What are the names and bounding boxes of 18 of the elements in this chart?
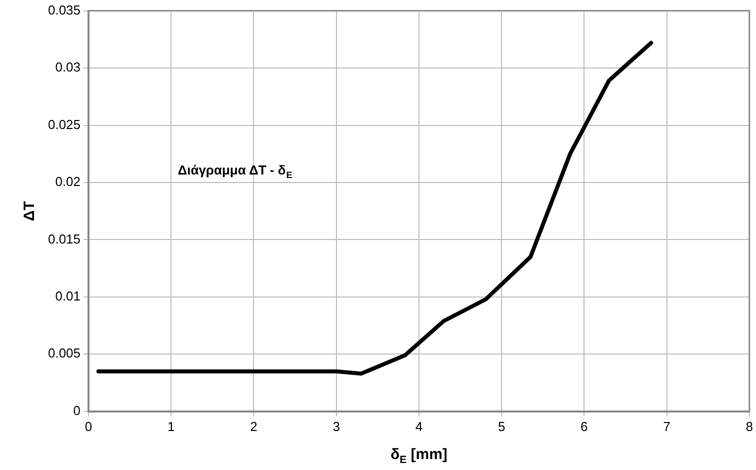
y-tick-label: 0.03 [55, 60, 81, 75]
y-tick-label: 0.025 [48, 116, 81, 132]
x-tick-label: 2 [250, 418, 258, 434]
y-tick-label: 0.01 [55, 288, 81, 304]
y-tick-label: 0.035 [48, 2, 81, 18]
x-tick-label: 8 [746, 418, 753, 434]
y-axis-title: ΔT [21, 201, 38, 222]
y-tick-label: 0.015 [48, 231, 81, 246]
y-tick-label: 0.02 [55, 174, 81, 190]
y-tick-label: 0.005 [48, 346, 81, 361]
y-tick-label: 0 [73, 402, 81, 418]
x-tick-label: 0 [84, 418, 92, 434]
x-tick-label: 3 [332, 418, 340, 434]
x-tick-label: 4 [415, 418, 423, 434]
x-tick-label: 5 [498, 418, 506, 434]
x-tick-label: 1 [168, 418, 175, 434]
x-tick-label: 7 [663, 418, 670, 434]
x-tick-label: 6 [580, 418, 588, 434]
